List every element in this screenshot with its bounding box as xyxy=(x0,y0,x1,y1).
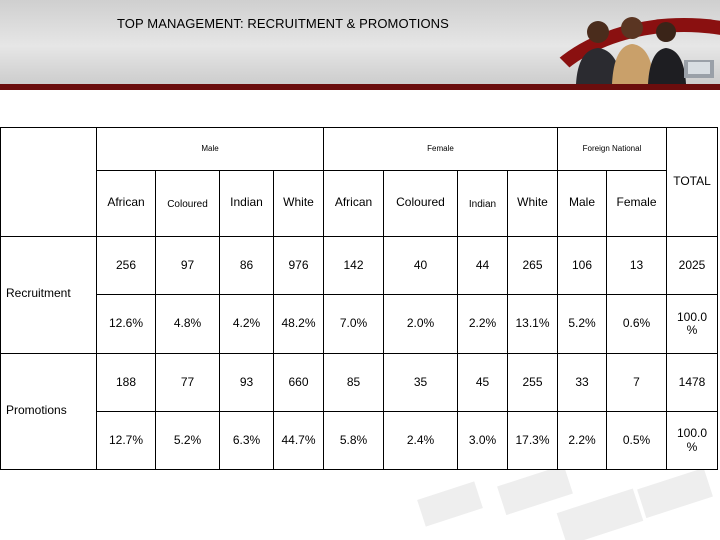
count-cell: 40 xyxy=(413,257,428,272)
col-header-male-coloured: Coloured xyxy=(167,198,208,210)
percent-cell: 7.0% xyxy=(339,316,368,331)
accent-bar xyxy=(0,84,720,90)
percent-cell: 5.2% xyxy=(568,316,596,331)
col-header-foreign-female: Female xyxy=(616,195,657,210)
business-people-photo xyxy=(576,17,714,84)
percent-cell: 6.3% xyxy=(232,432,261,447)
count-cell: 1478 xyxy=(678,374,706,389)
count-cell: 660 xyxy=(288,374,309,389)
percent-cell: 2.2% xyxy=(468,316,497,331)
col-header-male-white: White xyxy=(283,195,314,210)
percent-cell: 12.7% xyxy=(108,432,144,447)
group-header-male: Male xyxy=(201,143,219,153)
percent-cell: 5.2% xyxy=(173,432,202,447)
count-cell: 35 xyxy=(413,374,428,389)
percent-cell: 17.3% xyxy=(515,432,550,447)
count-cell: 97 xyxy=(180,257,195,272)
col-header-foreign-male: Male xyxy=(568,195,595,210)
percent-cell: 2.0% xyxy=(406,316,435,331)
row-label-recruitment: Recruitment xyxy=(6,286,71,301)
count-cell: 86 xyxy=(239,257,254,272)
count-cell: 13 xyxy=(629,257,644,272)
col-header-female-indian: Indian xyxy=(468,198,497,210)
row-label-promotions: Promotions xyxy=(6,403,67,418)
percent-cell: 0.6% xyxy=(622,316,651,331)
count-cell: 976 xyxy=(288,257,309,272)
count-cell: 85 xyxy=(346,374,361,389)
group-header-foreign-national: Foreign National xyxy=(582,143,642,153)
percent-cell: 48.2% xyxy=(281,316,316,331)
col-header-male-indian: Indian xyxy=(230,195,263,210)
percent-cell: 5.8% xyxy=(339,432,368,447)
col-header-female-african: African xyxy=(334,195,373,210)
percent-cell: 3.0% xyxy=(468,432,497,447)
count-cell: 45 xyxy=(475,374,490,389)
header-banner: TOP MANAGEMENT: RECRUITMENT & PROMOTIONS xyxy=(0,0,720,84)
count-cell: 2025 xyxy=(678,257,706,272)
total-header: TOTAL xyxy=(673,174,711,189)
count-cell: 265 xyxy=(522,257,543,272)
group-header-female: Female xyxy=(427,143,454,153)
percent-cell: 13.1% xyxy=(515,316,550,331)
col-header-male-african: African xyxy=(107,195,145,210)
percent-cell: 100.0 % xyxy=(676,309,708,337)
count-cell: 93 xyxy=(239,374,254,389)
count-cell: 44 xyxy=(475,257,490,272)
count-cell: 106 xyxy=(571,257,593,272)
count-cell: 188 xyxy=(115,374,137,389)
percent-cell: 4.8% xyxy=(173,316,202,331)
count-cell: 7 xyxy=(633,374,640,389)
percent-cell: 100.0 % xyxy=(676,426,708,454)
count-cell: 77 xyxy=(180,374,195,389)
percent-cell: 4.2% xyxy=(232,316,261,331)
count-cell: 255 xyxy=(522,374,543,389)
percent-cell: 12.6% xyxy=(108,316,144,331)
col-header-female-coloured: Coloured xyxy=(396,195,445,210)
col-header-female-white: White xyxy=(517,195,548,210)
count-cell: 142 xyxy=(343,257,364,272)
count-cell: 33 xyxy=(575,374,589,389)
count-cell: 256 xyxy=(115,257,137,272)
recruitment-promotions-table: Male Female Foreign National TOTAL Afric… xyxy=(0,127,718,470)
background-decoration xyxy=(0,470,720,540)
slide-title: TOP MANAGEMENT: RECRUITMENT & PROMOTIONS xyxy=(117,16,449,31)
percent-cell: 2.2% xyxy=(568,432,596,447)
percent-cell: 44.7% xyxy=(281,432,316,447)
percent-cell: 2.4% xyxy=(406,432,435,447)
percent-cell: 0.5% xyxy=(622,432,651,447)
